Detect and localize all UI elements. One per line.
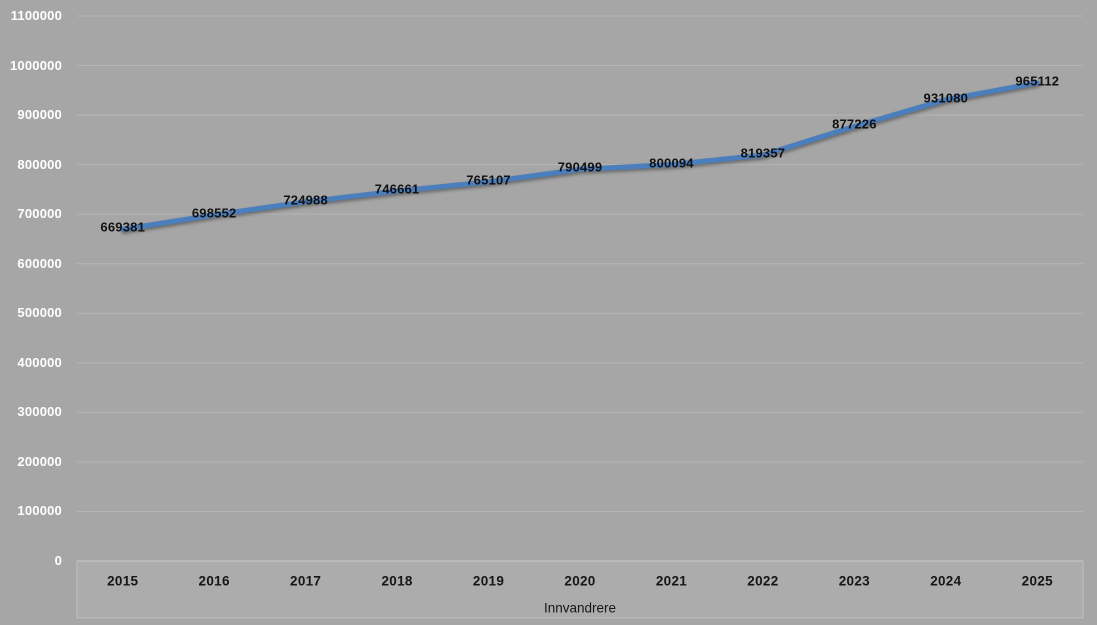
- innvandrere-series-line: [120, 80, 1040, 232]
- x-axis-title: Innvandrere: [543, 600, 617, 616]
- gridlines: [77, 15, 1083, 562]
- x-axis-strip: [76, 560, 1084, 619]
